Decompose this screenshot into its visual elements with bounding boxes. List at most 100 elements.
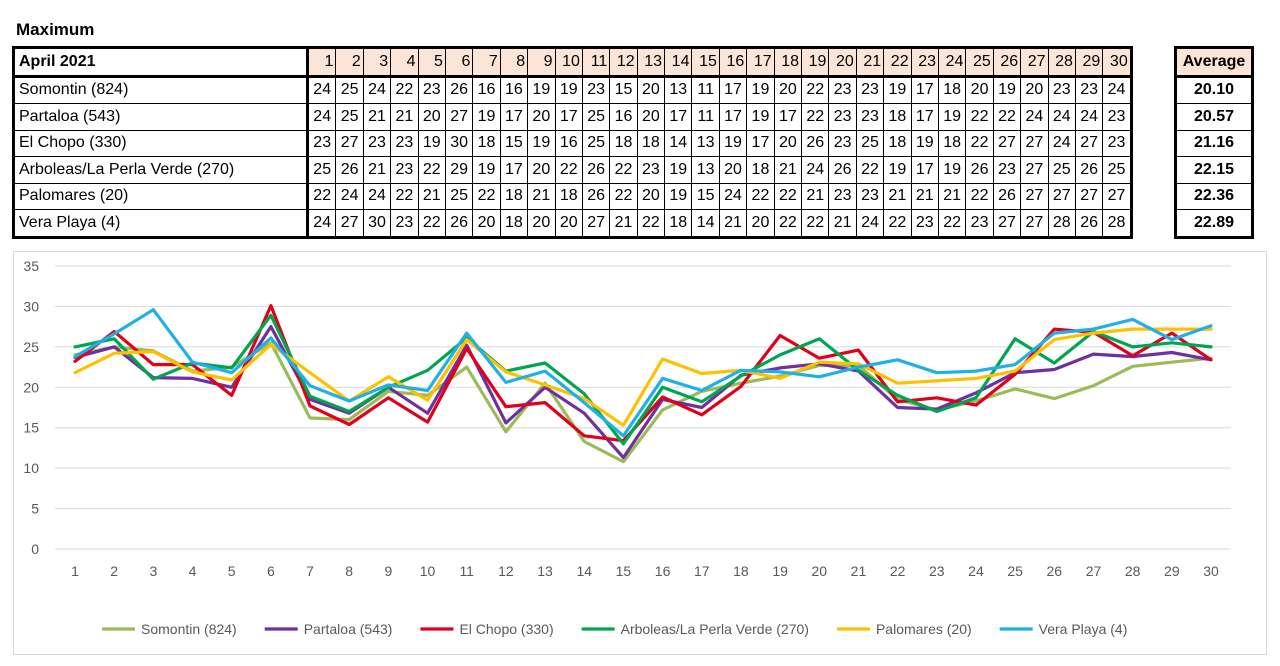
table-row: Arboleas/La Perla Verde (270) 25 26 21 23 22 2… [13,156,1132,184]
average-row: 22.36 [1175,182,1253,210]
table-cell: 19 [554,75,583,104]
table-cell: 25 [1047,156,1076,184]
table-cell: 28 [1102,209,1132,238]
x-tick-label: 23 [929,563,945,579]
table-cell: 21 [362,156,392,184]
page-title: Maximum [16,20,95,39]
table-cell: 23 [390,209,419,238]
table-cell: 22 [965,103,994,131]
x-tick-label: 11 [459,563,474,579]
average-row: 20.10 [1175,75,1253,104]
legend-label: El Chopo (330) [459,621,553,637]
table-cell: 18 [664,209,693,238]
table-cell: 27 [1020,182,1049,210]
table-cell: 18 [554,182,583,210]
day-header: 1 [306,47,337,78]
y-tick-label: 25 [23,339,39,355]
station-name: El Chopo (330) [13,129,309,157]
table-row: El Chopo (330) 23 27 23 23 19 30 18 15 19 16 25 18 18… [13,129,1132,157]
chart-panel: 0 5 10 15 20 25 30 35 1 2 3 4 5 6 7 8 9 10 11 12 13 14 15 16 17 1… [13,251,1267,655]
table-cell: 27 [992,209,1022,238]
x-tick-label: 18 [733,563,749,579]
table-cell: 23 [992,156,1022,184]
series-line [73,325,1213,460]
table-cell: 24 [306,209,337,238]
average-value: 22.89 [1175,209,1253,238]
table-cell: 17 [910,103,939,131]
table-cell: 23 [855,103,885,131]
x-tick-label: 19 [772,563,788,579]
average-table: Average 20.10 20.57 21.16 22.15 22.36 22.89 [1174,46,1254,239]
day-header: 22 [883,47,912,78]
x-tick-label: 27 [1086,563,1102,579]
table-cell: 29 [444,156,474,184]
day-header: 27 [1020,47,1049,78]
table-cell: 20 [527,103,556,131]
average-header: Average [1175,47,1253,78]
table-cell: 24 [1047,103,1076,131]
table-cell: 25 [855,129,885,157]
table-cell: 24 [718,182,748,210]
table-cell: 19 [472,156,501,184]
table-cell: 27 [992,129,1022,157]
day-header: 2 [335,47,364,78]
table-cell: 27 [581,209,611,238]
table-cell: 19 [746,75,775,104]
day-header: 20 [828,47,857,78]
table-cell: 26 [581,182,611,210]
table-cell: 25 [306,156,337,184]
day-header: 24 [937,47,967,78]
x-tick-label: 29 [1164,563,1180,579]
table-cell: 18 [472,129,501,157]
table-cell: 24 [362,182,392,210]
table-cell: 28 [1047,209,1076,238]
y-tick-label: 20 [23,379,39,395]
x-tick-label: 10 [420,563,436,579]
table-cell: 23 [581,75,611,104]
y-tick-label: 5 [31,501,39,517]
table-cell: 20 [554,209,583,238]
x-tick-label: 20 [811,563,827,579]
average-value: 20.10 [1175,75,1253,104]
table-cell: 22 [801,103,830,131]
day-header: 7 [472,47,501,78]
y-tick-label: 15 [23,420,39,436]
table-cell: 22 [937,209,967,238]
table-cell: 11 [691,75,720,104]
table-cell: 26 [335,156,364,184]
table-cell: 19 [527,129,556,157]
table-cell: 27 [1020,129,1049,157]
table-cell: 22 [801,75,830,104]
day-header: 30 [1102,47,1132,78]
table-cell: 13 [664,75,693,104]
table-cell: 14 [664,129,693,157]
series-line [73,313,1213,446]
x-tick-label: 9 [384,563,392,579]
table-cell: 22 [746,182,775,210]
y-tick-label: 0 [31,541,39,557]
table-cell: 21 [910,182,939,210]
table-cell: 19 [992,75,1022,104]
table-cell: 19 [417,129,446,157]
table-cell: 18 [636,129,666,157]
table-cell: 17 [773,103,803,131]
table-cell: 21 [828,209,857,238]
legend-label: Vera Playa (4) [1039,621,1128,637]
table-cell: 19 [527,75,556,104]
table-cell: 18 [937,129,967,157]
day-header: 15 [691,47,720,78]
table-cell: 20 [773,129,803,157]
day-header: 18 [773,47,803,78]
table-cell: 22 [417,209,446,238]
day-header: 28 [1047,47,1076,78]
x-tick-label: 28 [1125,563,1141,579]
table-cell: 19 [883,75,912,104]
x-tick-label: 1 [71,563,79,579]
table-cell: 18 [746,156,775,184]
day-header: 13 [636,47,666,78]
x-tick-label: 12 [498,563,514,579]
table-cell: 23 [362,129,392,157]
table-cell: 20 [1020,75,1049,104]
table-cell: 22 [306,182,337,210]
